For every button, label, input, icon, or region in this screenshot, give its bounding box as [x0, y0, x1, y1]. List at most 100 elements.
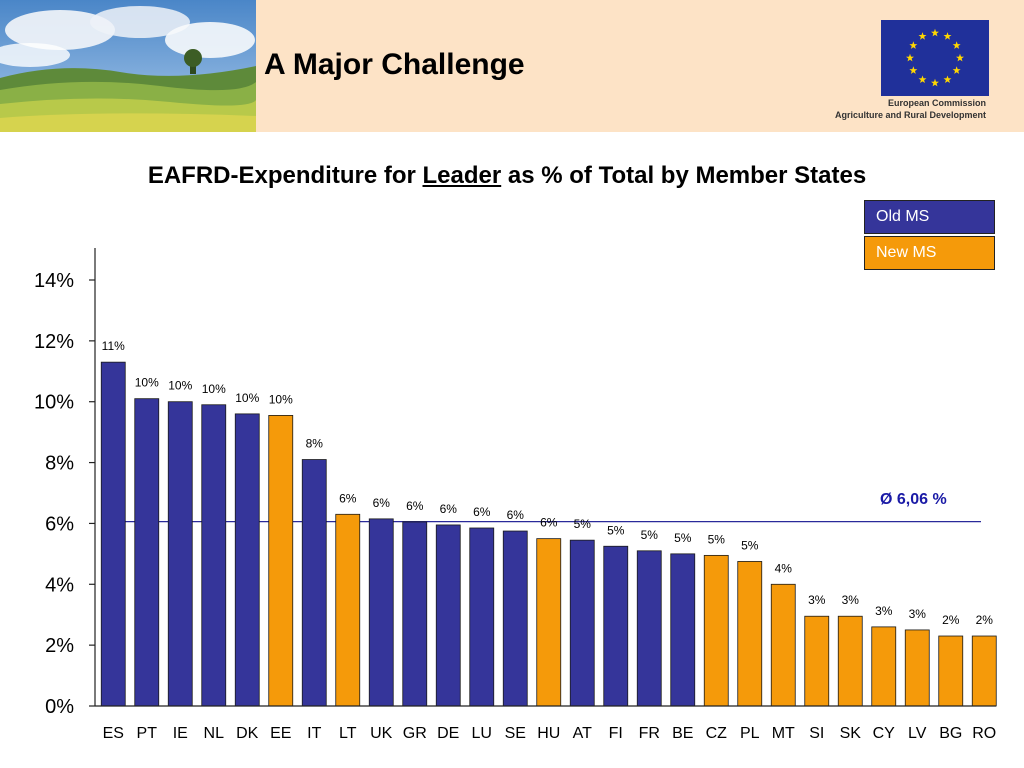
bar-fi: [603, 545, 629, 707]
data-label: 6%: [473, 505, 491, 519]
data-label: 2%: [976, 613, 994, 627]
legend-old-ms: Old MS: [864, 200, 995, 234]
x-tick-label: LV: [908, 725, 927, 742]
data-label: 6%: [507, 508, 525, 522]
eu-star-icon: [931, 78, 939, 87]
eu-star-icon: [943, 32, 952, 40]
x-tick-label: UK: [370, 725, 393, 742]
x-tick-label: CZ: [706, 725, 728, 742]
bar-bg: [938, 635, 964, 707]
x-tick-label: IE: [173, 725, 188, 742]
bar-ro: [971, 635, 997, 707]
data-label: 6%: [373, 496, 391, 510]
x-tick-label: EE: [270, 725, 291, 742]
data-label: 6%: [406, 499, 424, 513]
data-label: 3%: [909, 607, 927, 621]
data-label: 11%: [102, 339, 125, 353]
eu-star-icon: [956, 53, 964, 62]
chart-title-part-3: as % of Total by Member States: [501, 162, 867, 189]
bar-lu: [469, 527, 495, 707]
data-label: 5%: [708, 532, 726, 546]
data-label: 3%: [808, 593, 826, 607]
y-tick-label: 8%: [45, 453, 74, 475]
data-label: 10%: [202, 382, 226, 396]
bar-cy: [871, 626, 897, 707]
eu-star-icon: [943, 75, 952, 84]
data-label: 5%: [574, 517, 592, 531]
y-tick-label: 4%: [45, 574, 74, 596]
bar-fr: [636, 550, 662, 707]
x-tick-label: DE: [437, 725, 459, 742]
chart-title-part-2: Leader: [422, 162, 502, 189]
data-label: 10%: [269, 392, 293, 406]
data-label: 10%: [235, 391, 259, 405]
bar-nl: [201, 404, 227, 707]
eu-star-icon: [906, 53, 914, 62]
bar-dk: [234, 413, 260, 707]
x-tick-label: NL: [204, 725, 225, 742]
x-tick-label: GR: [403, 725, 427, 742]
data-label: 5%: [674, 531, 692, 545]
bar-it: [301, 459, 327, 707]
x-tick-label: CY: [873, 725, 896, 742]
bar-se: [502, 530, 528, 707]
y-tick-label: 14%: [34, 270, 74, 292]
x-tick-label: SE: [505, 725, 526, 742]
eu-star-icon: [909, 66, 918, 74]
data-label: 5%: [741, 538, 759, 552]
data-label: 10%: [168, 379, 192, 393]
bar-gr: [402, 521, 428, 707]
data-label: 10%: [135, 376, 159, 390]
slide-header: A Major Challenge European Commission Ag…: [0, 0, 1024, 132]
x-tick-label: LT: [339, 725, 357, 742]
data-label: 2%: [942, 613, 960, 627]
legend-new-ms: New MS: [864, 236, 995, 270]
x-tick-label: FR: [639, 725, 660, 742]
data-label: 5%: [641, 528, 659, 542]
y-tick-label: 0%: [45, 696, 74, 718]
bar-hu: [536, 538, 562, 707]
y-tick-label: 6%: [45, 513, 74, 535]
data-label: 6%: [339, 491, 357, 505]
data-label: 3%: [875, 604, 893, 618]
x-tick-label: RO: [972, 725, 996, 742]
eu-star-icon: [931, 28, 939, 37]
bar-lv: [904, 629, 930, 707]
data-label: 4%: [775, 561, 793, 575]
bar-pl: [737, 561, 763, 707]
eu-logo-line1: European Commission: [887, 98, 986, 108]
x-tick-label: FI: [609, 725, 623, 742]
x-tick-label: IT: [307, 725, 321, 742]
eu-star-icon: [918, 32, 927, 40]
y-tick-label: 12%: [34, 331, 74, 353]
x-tick-label: AT: [573, 725, 592, 742]
bar-mt: [770, 583, 796, 707]
bar-si: [804, 615, 830, 707]
x-tick-label: ES: [103, 725, 124, 742]
data-label: 3%: [842, 593, 860, 607]
y-tick-label: 2%: [45, 635, 74, 657]
y-tick-label: 10%: [34, 392, 74, 414]
x-tick-label: PT: [137, 725, 158, 742]
data-label: 8%: [306, 437, 324, 451]
x-tick-label: DK: [236, 725, 259, 742]
data-label: 6%: [440, 502, 458, 516]
chart-title-part-1: EAFRD-Expenditure for: [147, 162, 423, 189]
x-tick-label: PL: [740, 725, 760, 742]
x-tick-label: BG: [939, 725, 962, 742]
x-tick-label: BE: [672, 725, 693, 742]
eu-star-icon: [952, 41, 961, 49]
data-label: 6%: [540, 516, 558, 530]
bar-sk: [837, 615, 863, 707]
bar-de: [435, 524, 461, 707]
bar-pt: [134, 398, 160, 707]
x-tick-label: SK: [840, 725, 862, 742]
chart-title: EAFRD-Expenditure for Leader as % of Tot…: [0, 162, 1014, 190]
bar-cz: [703, 554, 729, 707]
slide-title: A Major Challenge: [264, 48, 525, 81]
x-tick-label: HU: [537, 725, 560, 742]
eu-logo: European Commission Agriculture and Rura…: [820, 14, 1000, 124]
eu-flag-icon: [881, 20, 989, 96]
eu-star-icon: [918, 75, 927, 84]
